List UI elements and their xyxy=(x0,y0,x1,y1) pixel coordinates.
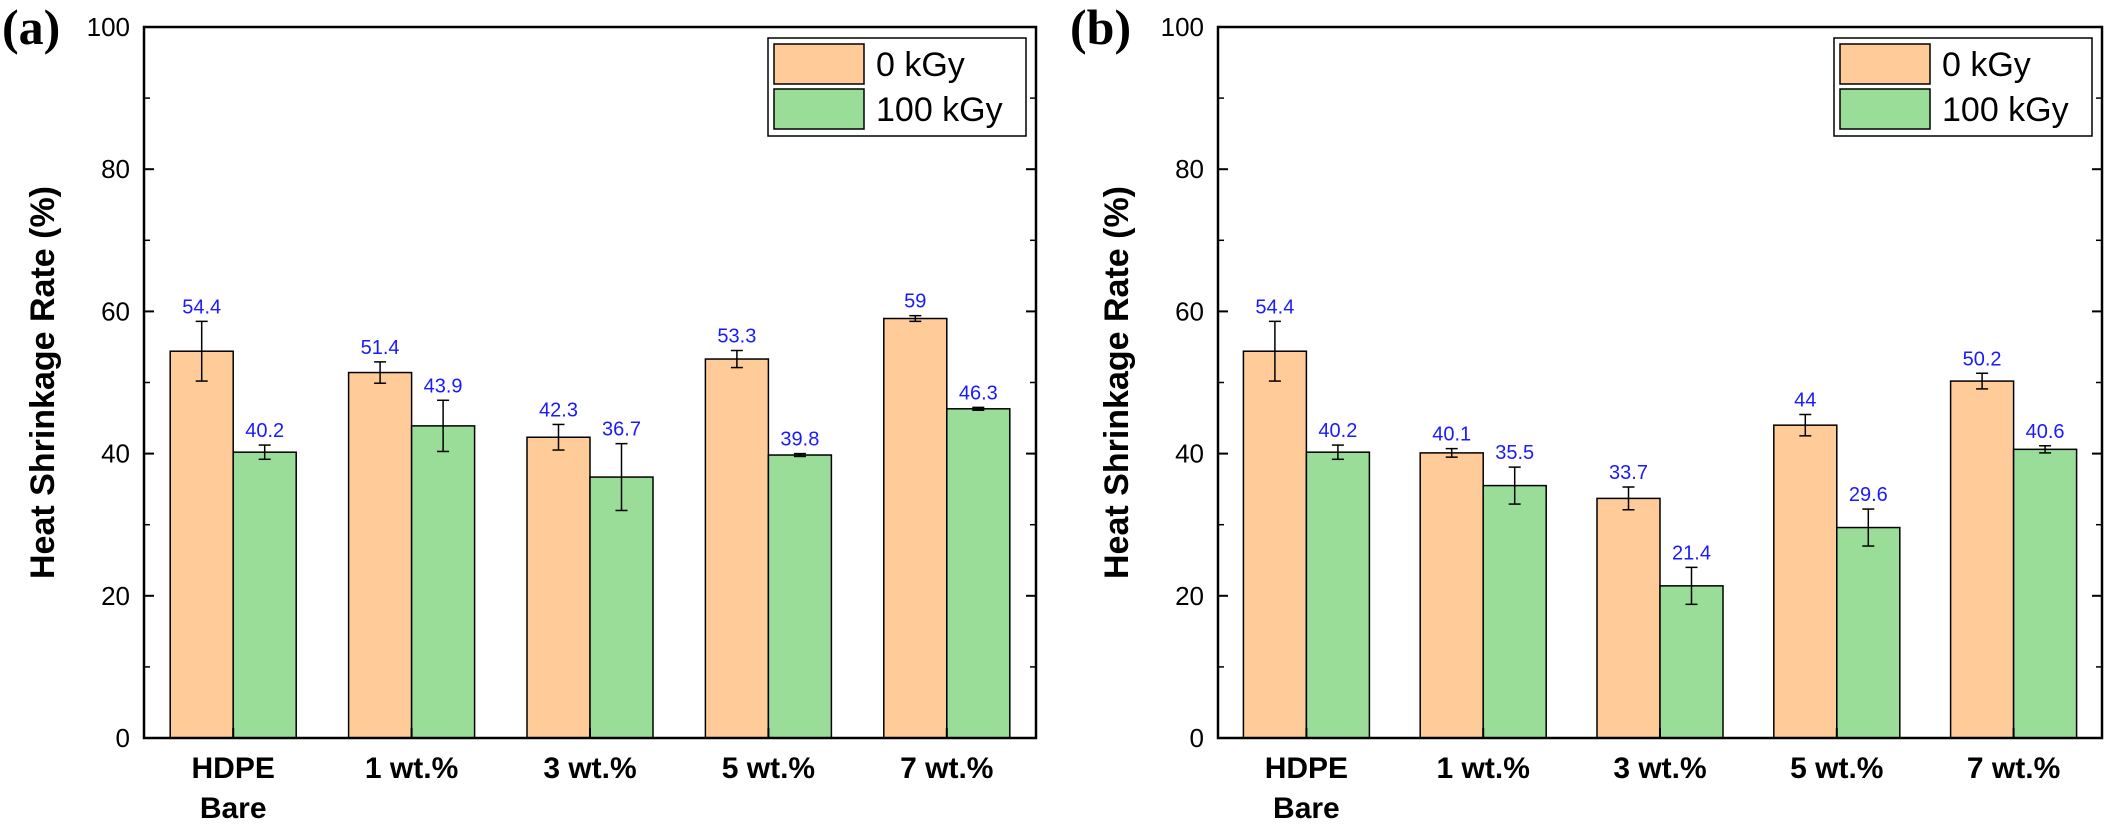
data-label: 43.9 xyxy=(424,375,463,397)
chart-panel-1: (a) Heat Shrinkage Rate (%) 0 20 40 60 80 100 54… xyxy=(2,0,1038,825)
bar-100kgy xyxy=(1305,451,1371,739)
bar-100kgy xyxy=(2012,448,2078,739)
legend-label: 0 kGy xyxy=(876,46,965,84)
chart-panel-2: (b) Heat Shrinkage Rate (%) 0 20 40 60 80 100 54… xyxy=(1070,0,2104,825)
legend-label: 100 kGy xyxy=(1942,91,2069,129)
bar-0kgy xyxy=(1949,380,2015,739)
y-tick-label: 40 xyxy=(1175,439,1204,469)
panel-label: (b) xyxy=(1070,0,1131,55)
bar-100kgy xyxy=(410,425,476,739)
bar-100kgy xyxy=(232,451,297,739)
bar-100kgy xyxy=(1659,585,1724,739)
bar-0kgy xyxy=(1419,452,1484,739)
x-tick-label: 7 wt.% xyxy=(900,752,993,785)
x-tick-label: HDPE xyxy=(1265,752,1348,785)
x-tick-label: 7 wt.% xyxy=(1967,752,2060,785)
data-label: 54.4 xyxy=(1255,296,1294,318)
legend-swatch xyxy=(773,43,865,85)
bar-0kgy xyxy=(704,358,770,739)
y-tick-label: 20 xyxy=(1175,581,1204,611)
plot-frame xyxy=(142,25,1038,740)
data-label: 40.1 xyxy=(1432,424,1471,446)
bar-0kgy xyxy=(526,436,591,739)
data-label: 51.4 xyxy=(361,337,400,359)
x-tick-label: 3 wt.% xyxy=(543,752,636,785)
data-label: 36.7 xyxy=(602,419,641,441)
data-label: 50.2 xyxy=(1963,348,2002,370)
x-tick-label: 1 wt.% xyxy=(365,752,458,785)
y-tick-label: 80 xyxy=(101,154,130,184)
bar-0kgy xyxy=(169,350,234,739)
bar-100kgy xyxy=(767,454,833,739)
data-label: 44 xyxy=(1794,389,1816,411)
data-label: 40.6 xyxy=(2026,421,2065,443)
y-tick-label: 0 xyxy=(1190,723,1204,753)
bar-0kgy xyxy=(347,371,413,739)
bar-0kgy xyxy=(1596,497,1661,739)
legend-label: 100 kGy xyxy=(876,91,1003,129)
legend-swatch xyxy=(1839,43,1931,85)
data-label: 21.4 xyxy=(1672,542,1711,564)
data-label: 53.3 xyxy=(717,326,756,348)
data-label: 29.6 xyxy=(1849,484,1888,506)
y-axis-title: Heat Shrinkage Rate (%) xyxy=(1098,186,1136,579)
bar-100kgy xyxy=(589,476,654,739)
bar-100kgy xyxy=(1482,484,1547,739)
legend-swatch xyxy=(773,88,865,130)
y-tick-label: 60 xyxy=(101,296,130,326)
bar-100kgy xyxy=(1836,526,1901,739)
y-tick-label: 100 xyxy=(87,12,130,42)
bar-0kgy xyxy=(1773,424,1838,739)
y-tick-label: 100 xyxy=(1161,12,1204,42)
data-label: 40.2 xyxy=(1318,420,1357,442)
x-tick-label: 3 wt.% xyxy=(1613,752,1706,785)
data-label: 42.3 xyxy=(539,399,578,421)
data-label: 33.7 xyxy=(1609,462,1648,484)
data-label: 35.5 xyxy=(1495,442,1534,464)
legend: 0 kGy 100 kGy xyxy=(1833,37,2093,137)
legend-swatch xyxy=(1839,88,1931,130)
x-tick-label: 5 wt.% xyxy=(722,752,815,785)
legend: 0 kGy 100 kGy xyxy=(767,37,1027,137)
x-tick-label: HDPE xyxy=(192,752,275,785)
y-tick-label: 0 xyxy=(116,723,130,753)
x-tick-label: Bare xyxy=(200,792,267,825)
plot-frame xyxy=(1216,25,2104,740)
data-label: 54.4 xyxy=(182,296,221,318)
panel-label: (a) xyxy=(2,0,60,55)
data-label: 46.3 xyxy=(959,382,998,404)
bar-0kgy xyxy=(1242,350,1308,739)
y-axis-title: Heat Shrinkage Rate (%) xyxy=(24,186,62,579)
x-tick-label: 5 wt.% xyxy=(1790,752,1883,785)
y-tick-label: 40 xyxy=(101,439,130,469)
bar-100kgy xyxy=(946,408,1011,739)
x-tick-label: Bare xyxy=(1273,792,1340,825)
y-tick-label: 80 xyxy=(1175,154,1204,184)
bar-0kgy xyxy=(883,317,948,739)
data-label: 59 xyxy=(904,291,926,313)
data-label: 39.8 xyxy=(780,429,819,451)
y-tick-label: 20 xyxy=(101,581,130,611)
legend-label: 0 kGy xyxy=(1942,46,2031,84)
y-tick-label: 60 xyxy=(1175,296,1204,326)
data-label: 40.2 xyxy=(245,420,284,442)
x-tick-label: 1 wt.% xyxy=(1437,752,1530,785)
